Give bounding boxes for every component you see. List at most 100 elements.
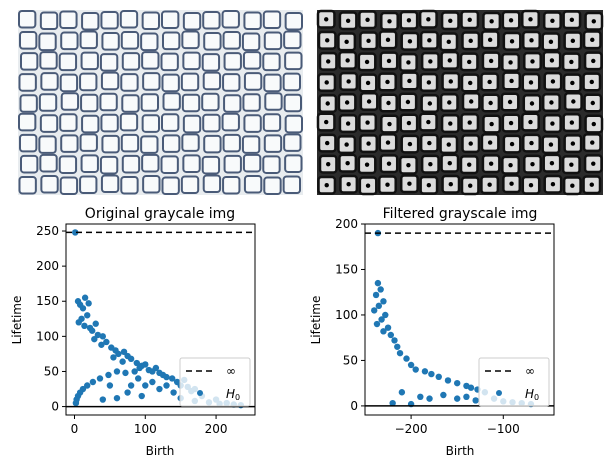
cell-center-dot	[326, 161, 331, 167]
tissue-cell	[263, 134, 283, 153]
tissue-cell	[101, 32, 120, 51]
cell-center-dot	[428, 161, 433, 167]
tissue-cell	[39, 11, 59, 31]
cell-center-dot	[487, 182, 492, 187]
cell-center-dot	[487, 79, 492, 85]
chart-right-point	[426, 395, 433, 402]
cell-center-dot	[385, 140, 391, 145]
cell-center-dot	[508, 162, 513, 168]
chart-left-point	[136, 364, 143, 372]
cell-center-dot	[366, 38, 371, 44]
cell-center-dot	[570, 183, 575, 188]
tissue-cell	[162, 134, 181, 153]
cell-center-dot	[509, 39, 515, 44]
tissue-cell	[161, 10, 180, 30]
cell-center-dot	[548, 39, 554, 45]
tissue-cell	[39, 114, 59, 133]
chart-left-legend: ∞ H0	[179, 357, 251, 407]
cell-center-dot	[591, 161, 596, 166]
tissue-cell	[203, 134, 222, 154]
filtered-tissue-image	[316, 9, 604, 196]
tissue-cell	[242, 93, 261, 112]
cell-center-dot	[365, 80, 371, 86]
cell-center-dot	[529, 140, 534, 146]
svg-text:H0: H0	[226, 387, 240, 402]
tissue-cell	[99, 92, 118, 112]
cell-center-dot	[467, 162, 472, 167]
chart-right-point	[412, 366, 419, 373]
tissue-cell	[140, 135, 159, 154]
tissue-cell	[99, 155, 119, 175]
tissue-cell	[81, 114, 100, 134]
chart-left-point	[163, 382, 170, 389]
tissue-cell	[223, 94, 242, 113]
cell-center-dot	[508, 120, 514, 126]
original-tissue-image	[18, 10, 303, 195]
cell-center-dot	[426, 183, 432, 188]
cell-center-dot	[488, 58, 494, 64]
cell-center-dot	[569, 162, 574, 167]
chart-right-point	[472, 397, 479, 404]
chart-right-ylabel: Lifetime	[309, 296, 323, 345]
tissue-cell	[40, 72, 59, 91]
chart-right-point	[378, 316, 385, 323]
chart-right-xtick-label: −100	[487, 422, 520, 436]
tissue-cell	[180, 72, 200, 92]
cell-center-dot	[468, 141, 473, 146]
chart-left-point	[103, 338, 110, 346]
chart-left-point	[98, 341, 105, 348]
cell-center-dot	[386, 58, 392, 64]
cell-center-dot	[386, 100, 391, 106]
cell-center-dot	[344, 100, 350, 105]
tissue-cell	[223, 154, 242, 174]
tissue-cell	[59, 176, 79, 195]
tissue-cell	[282, 175, 301, 194]
cell-center-dot	[529, 38, 534, 43]
cell-center-dot	[448, 121, 453, 126]
tissue-cell	[141, 114, 160, 133]
chart-left-point	[156, 385, 163, 393]
cell-center-dot	[549, 58, 555, 63]
tissue-cell	[79, 30, 98, 50]
chart-left-ytick-label: 0	[51, 400, 59, 414]
tissue-cell	[262, 10, 282, 30]
tissue-cell	[140, 93, 159, 112]
cell-center-dot	[406, 18, 412, 23]
cell-center-dot	[509, 78, 514, 84]
cell-center-dot	[467, 59, 472, 65]
cell-center-dot	[548, 142, 554, 147]
tissue-cell	[283, 133, 302, 152]
chart-right-legend: ∞ H0	[478, 357, 550, 407]
cell-center-dot	[530, 161, 535, 167]
tissue-cell	[202, 113, 221, 133]
cell-center-dot	[549, 100, 554, 105]
chart-left-point	[89, 378, 97, 386]
chart-right-point	[453, 395, 461, 402]
cell-center-dot	[448, 182, 453, 187]
cell-center-dot	[488, 161, 494, 166]
tissue-cell	[80, 154, 99, 173]
cell-center-dot	[591, 58, 596, 64]
tissue-cell	[60, 92, 80, 111]
chart-right-xtick-label: −200	[395, 422, 428, 436]
tissue-cell	[80, 51, 99, 71]
tissue-cell	[120, 175, 139, 195]
tissue-cell	[202, 174, 222, 193]
chart-left-point	[96, 375, 104, 382]
chart-left-point	[110, 354, 117, 361]
tissue-cell	[223, 52, 242, 71]
cell-center-dot	[428, 59, 433, 64]
tissue-cell	[121, 154, 141, 174]
chart-right-point	[389, 399, 396, 407]
cell-center-dot	[405, 99, 411, 105]
chart-right: Filtered grayscale img −200 −100 0 50 100 150…	[309, 206, 555, 458]
chart-left-point	[149, 378, 156, 386]
chart-right-point	[371, 307, 378, 314]
cell-center-dot	[385, 182, 390, 187]
tissue-cell	[262, 155, 281, 174]
chart-left-point	[75, 319, 82, 326]
cell-center-dot	[365, 120, 370, 125]
tissue-cell	[203, 32, 222, 51]
cell-center-dot	[406, 60, 411, 65]
